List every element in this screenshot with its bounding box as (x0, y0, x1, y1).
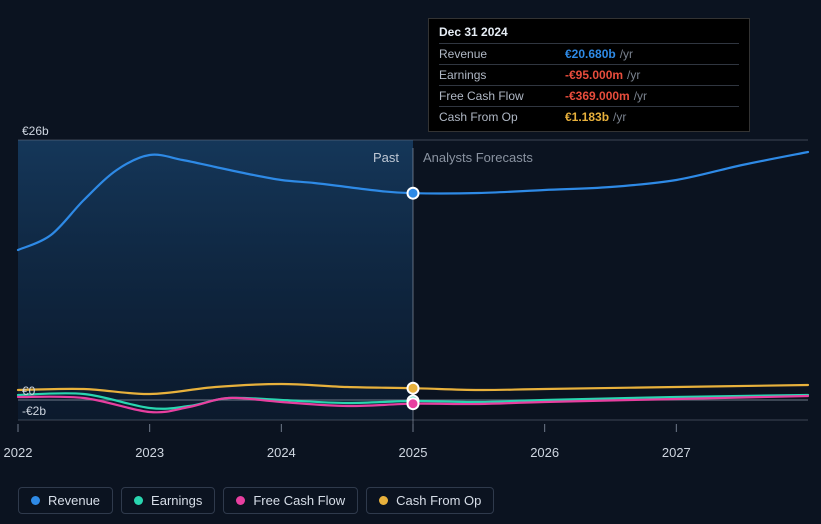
x-axis-tick: 2025 (399, 445, 428, 460)
region-label-past: Past (373, 150, 399, 165)
tooltip-row-label: Free Cash Flow (439, 86, 565, 107)
y-axis-label: €26b (22, 124, 49, 138)
tooltip-date: Dec 31 2024 (439, 25, 739, 43)
legend-item-label: Revenue (48, 493, 100, 508)
legend-item-label: Earnings (151, 493, 202, 508)
tooltip-row: Revenue€20.680b/yr (439, 44, 739, 65)
series-marker-cfo (408, 383, 419, 394)
x-axis-tick: 2026 (530, 445, 559, 460)
x-axis-tick: 2022 (4, 445, 33, 460)
tooltip-row-label: Cash From Op (439, 107, 565, 128)
legend-item-cfo[interactable]: Cash From Op (366, 487, 494, 514)
y-axis-label: €0 (22, 384, 35, 398)
legend-dot-icon (379, 496, 388, 505)
tooltip-table: Revenue€20.680b/yrEarnings-€95.000m/yrFr… (439, 43, 739, 127)
legend-item-label: Free Cash Flow (253, 493, 345, 508)
region-label-forecast: Analysts Forecasts (423, 150, 533, 165)
tooltip-row-value: €1.183b/yr (565, 107, 739, 128)
legend-item-revenue[interactable]: Revenue (18, 487, 113, 514)
chart-tooltip: Dec 31 2024 Revenue€20.680b/yrEarnings-€… (428, 18, 750, 132)
x-axis-tick: 2024 (267, 445, 296, 460)
tooltip-row-unit: /yr (616, 47, 633, 61)
tooltip-row-value: -€95.000m/yr (565, 65, 739, 86)
tooltip-row-unit: /yr (630, 89, 647, 103)
series-marker-fcf (408, 398, 419, 409)
financials-forecast-chart: €26b €0 -€2b Past Analysts Forecasts 2022 2… (0, 0, 821, 524)
tooltip-row: Earnings-€95.000m/yr (439, 65, 739, 86)
series-marker-revenue (408, 188, 419, 199)
legend-dot-icon (134, 496, 143, 505)
x-axis-tick: 2023 (135, 445, 164, 460)
tooltip-row-unit: /yr (609, 110, 626, 124)
tooltip-row-label: Revenue (439, 44, 565, 65)
tooltip-row-value: €20.680b/yr (565, 44, 739, 65)
legend-item-label: Cash From Op (396, 493, 481, 508)
legend-item-fcf[interactable]: Free Cash Flow (223, 487, 358, 514)
tooltip-row: Cash From Op€1.183b/yr (439, 107, 739, 128)
tooltip-row-value: -€369.000m/yr (565, 86, 739, 107)
legend-dot-icon (236, 496, 245, 505)
chart-legend: Revenue Earnings Free Cash Flow Cash From O… (18, 487, 494, 514)
y-axis-label: -€2b (22, 404, 46, 418)
legend-item-earnings[interactable]: Earnings (121, 487, 215, 514)
tooltip-row-label: Earnings (439, 65, 565, 86)
tooltip-row: Free Cash Flow-€369.000m/yr (439, 86, 739, 107)
x-axis-tick: 2027 (662, 445, 691, 460)
tooltip-row-unit: /yr (623, 68, 640, 82)
legend-dot-icon (31, 496, 40, 505)
